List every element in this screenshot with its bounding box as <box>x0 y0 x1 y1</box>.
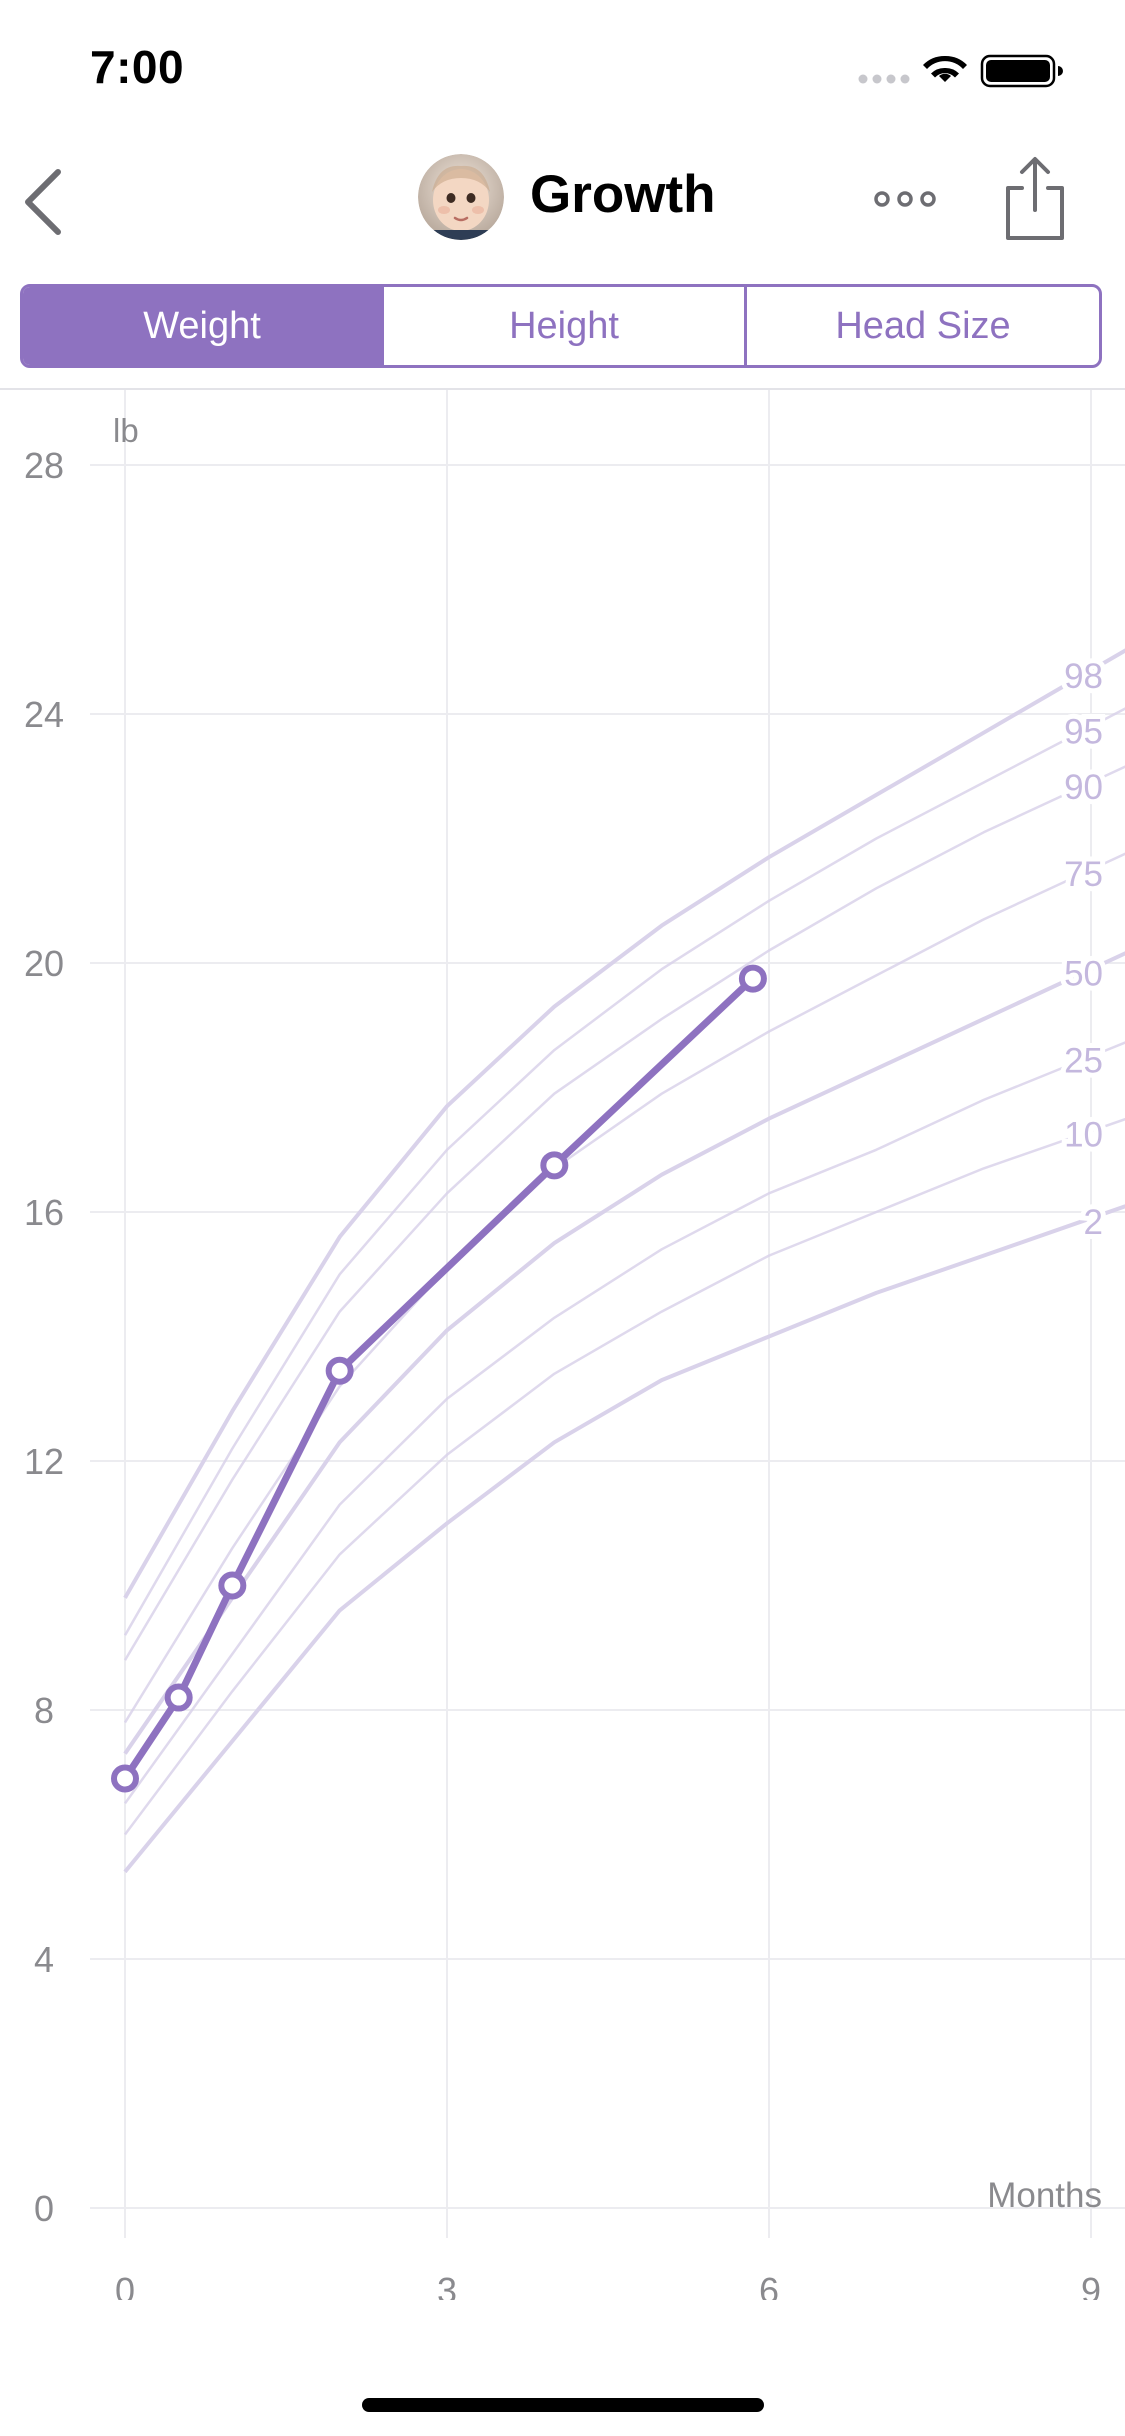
percentile-line-90 <box>123 765 1125 1661</box>
percentile-label-75: 75 <box>1064 855 1103 894</box>
header-divider <box>0 388 1125 390</box>
segment-height[interactable]: Height <box>381 287 744 365</box>
measurement-point <box>738 964 767 993</box>
percentile-line-98 <box>123 648 1125 1599</box>
measurement-point <box>111 1764 139 1793</box>
metric-segmented-control: Weight Height Head Size <box>20 284 1102 368</box>
y-tick-label: 12 <box>24 1441 64 1482</box>
baby-photo <box>418 154 504 240</box>
measurement-point <box>325 1356 354 1385</box>
x-tick-label: 6 <box>759 2270 779 2300</box>
x-axis-title: Months <box>987 2176 1102 2215</box>
percentile-line-95 <box>123 707 1125 1636</box>
percentile-line-2 <box>123 1204 1125 1874</box>
status-bar: 7:00 <box>0 0 1125 140</box>
more-button[interactable] <box>870 174 940 224</box>
percentile-line-10 <box>123 1117 1125 1836</box>
percentile-line-75 <box>123 852 1125 1724</box>
measurement-point <box>218 1571 247 1600</box>
percentile-label-90: 90 <box>1064 768 1103 807</box>
y-tick-label: 24 <box>24 694 64 735</box>
y-tick-label: 0 <box>34 2188 54 2229</box>
chevron-left-icon <box>25 169 61 235</box>
share-icon <box>1006 157 1064 240</box>
y-tick-label: 4 <box>34 1939 54 1980</box>
share-button[interactable] <box>1000 154 1070 244</box>
percentile-line-50 <box>123 951 1125 1755</box>
y-tick-label: 8 <box>34 1690 54 1731</box>
status-time: 7:00 <box>90 41 185 93</box>
segment-weight[interactable]: Weight <box>23 287 381 365</box>
y-tick-label: 28 <box>24 445 64 486</box>
percentile-label-98: 98 <box>1064 657 1103 696</box>
percentile-label-50: 50 <box>1064 955 1103 994</box>
y-tick-label: 16 <box>24 1192 64 1233</box>
nav-bar: Growth <box>0 140 1125 280</box>
measurement-line <box>121 975 757 1782</box>
measurement-point <box>540 1151 569 1180</box>
percentile-label-2: 2 <box>1084 1203 1103 1242</box>
y-tick-label: 20 <box>24 943 64 984</box>
signal-wifi-battery-icon <box>858 54 1063 88</box>
back-button[interactable] <box>14 162 74 242</box>
weight-growth-chart[interactable]: 0 4 8 12 16 20 24 28 0 3 6 9 lb Months 98 95 90 75 50 25 10 2 <box>0 390 1125 2300</box>
y-axis-unit-label: lb <box>113 412 139 449</box>
ellipsis-icon <box>874 191 936 207</box>
segment-head-size[interactable]: Head Size <box>744 287 1099 365</box>
x-tick-label: 0 <box>115 2270 135 2300</box>
avatar[interactable] <box>418 154 504 240</box>
percentile-label-95: 95 <box>1064 712 1103 751</box>
percentile-label-25: 25 <box>1064 1041 1103 1080</box>
x-tick-label: 3 <box>437 2270 457 2300</box>
percentile-line-25 <box>123 1041 1125 1805</box>
status-icons <box>855 48 1085 92</box>
percentile-label-10: 10 <box>1064 1116 1103 1155</box>
page-title: Growth <box>530 165 716 224</box>
measurement-point <box>164 1683 193 1712</box>
x-tick-label: 9 <box>1081 2270 1101 2300</box>
home-indicator[interactable] <box>362 2398 764 2412</box>
